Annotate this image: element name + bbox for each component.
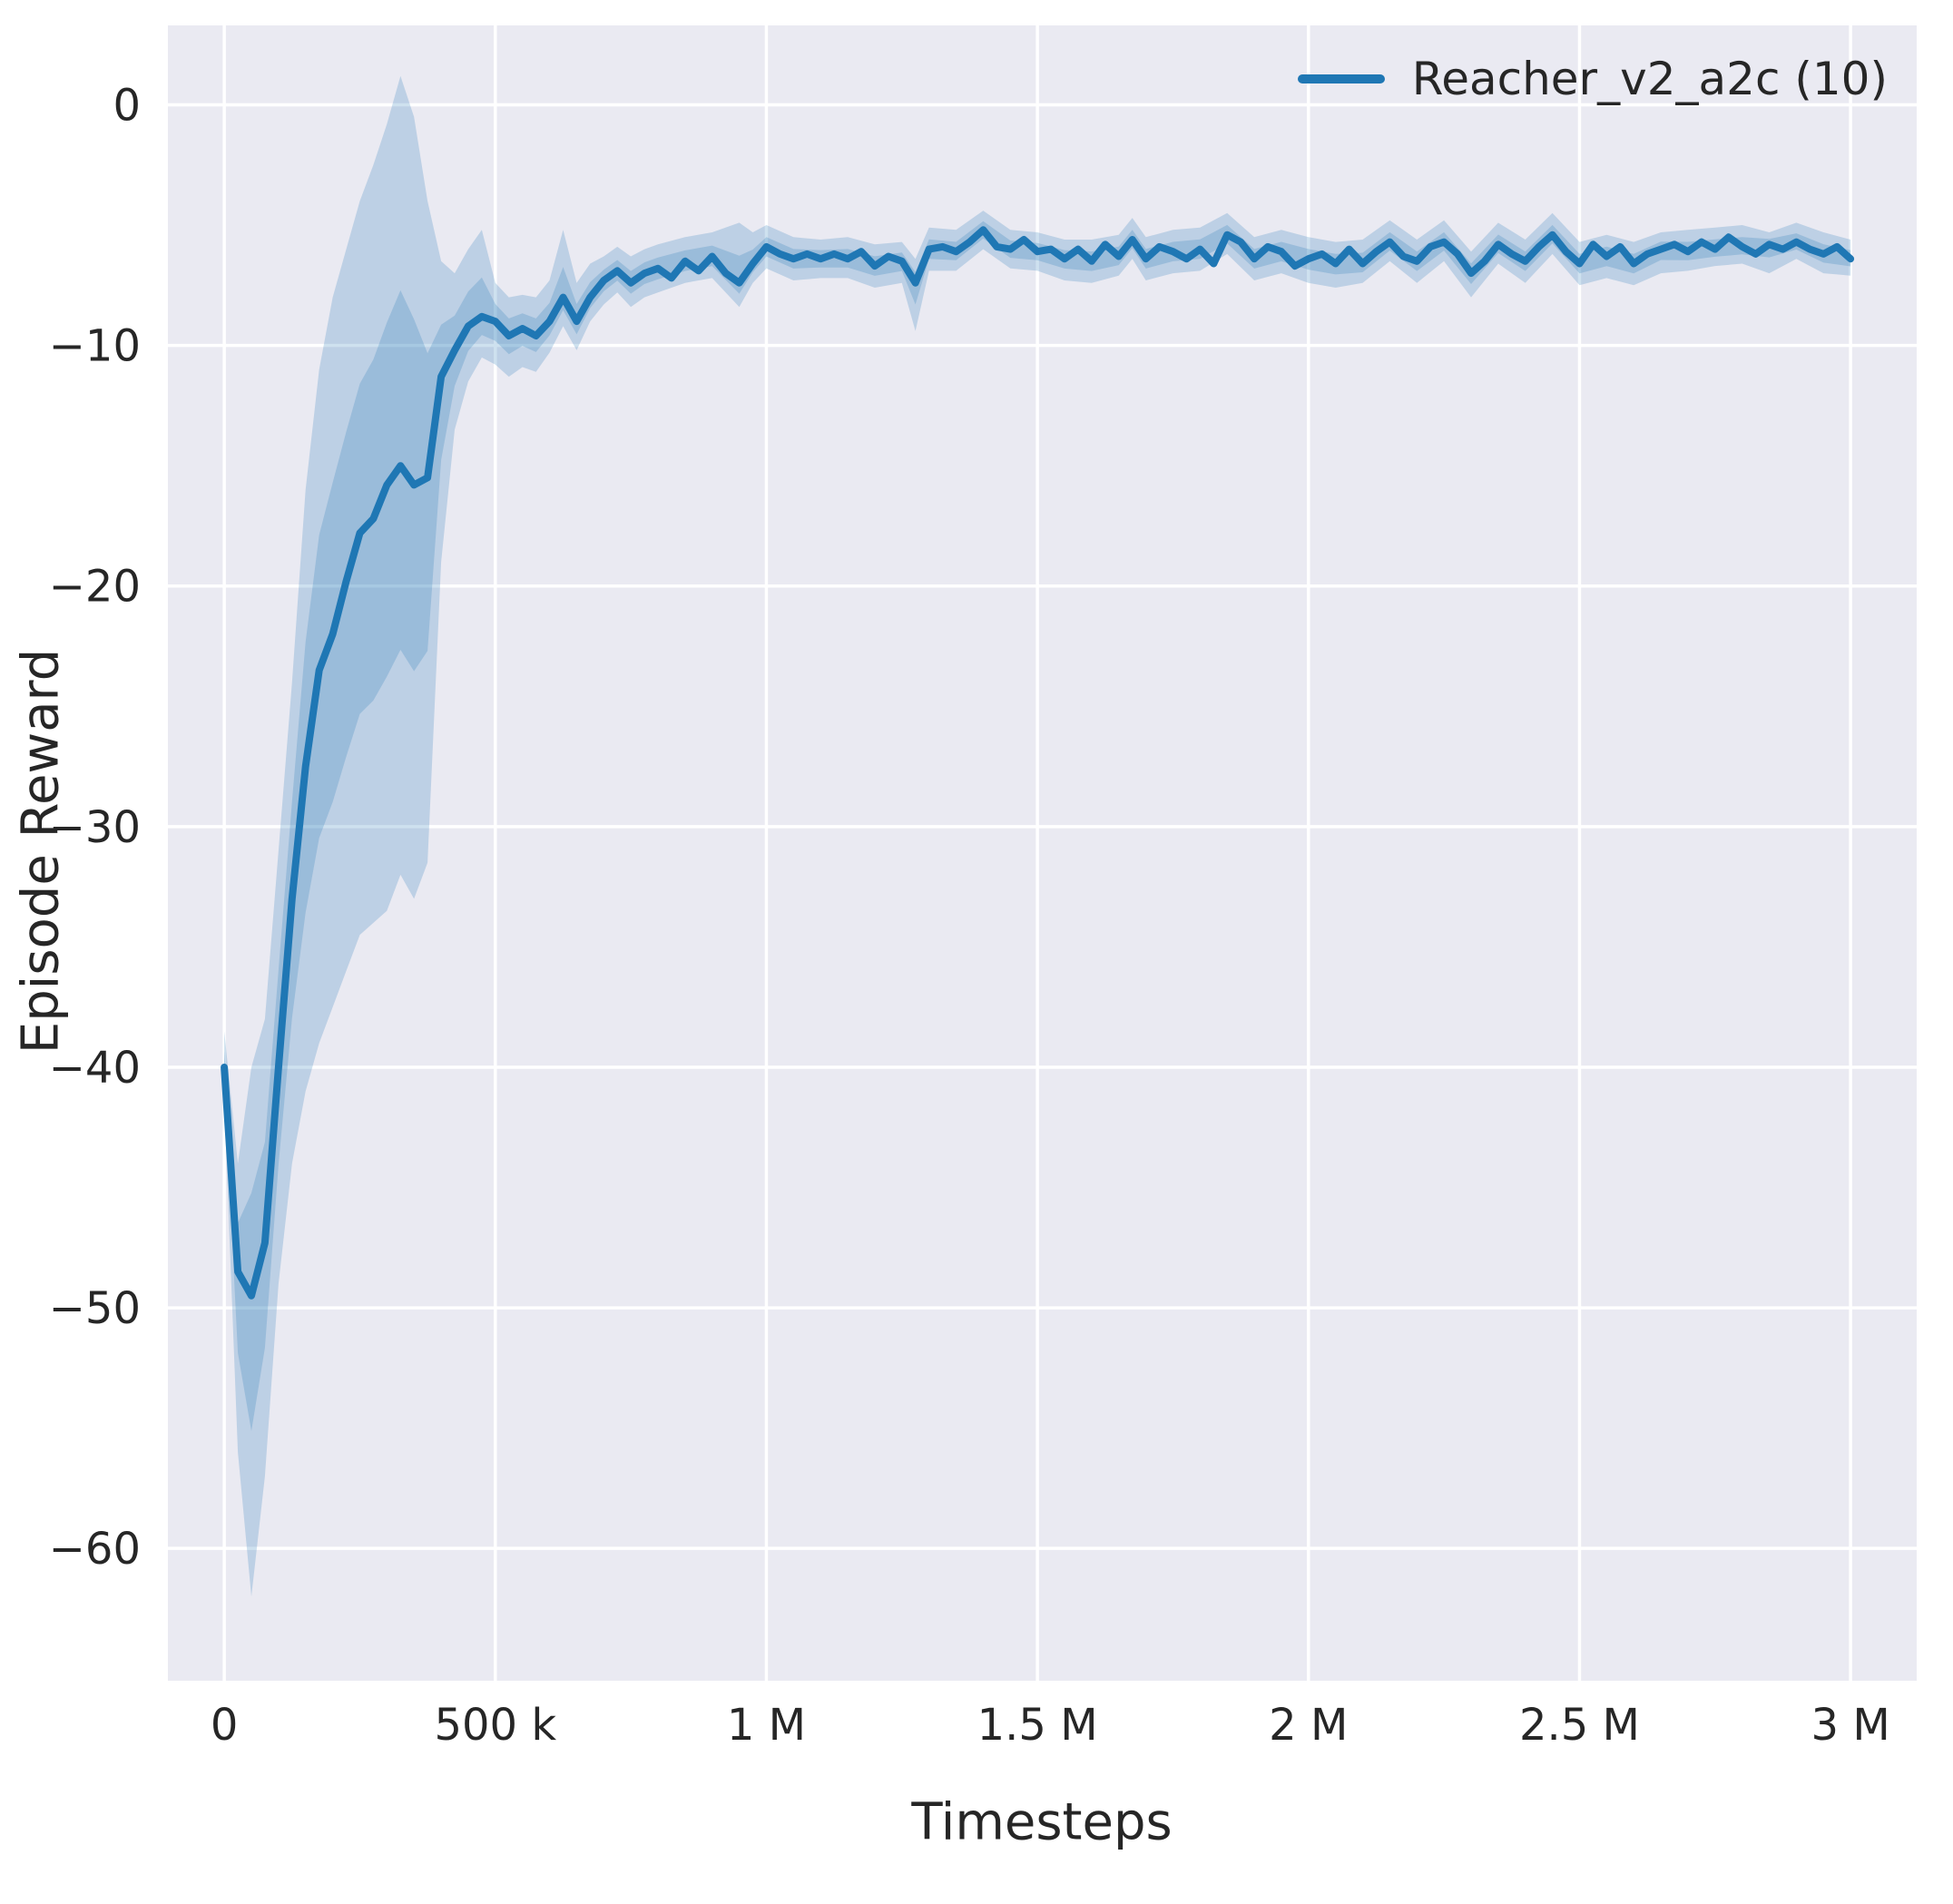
y-tick-label: 0 (113, 80, 141, 131)
y-tick-label: −10 (49, 321, 141, 372)
y-axis-label: Episode Reward (11, 648, 71, 1055)
legend-line-swatch (1297, 74, 1385, 83)
x-axis-label: Timesteps (911, 1792, 1173, 1852)
confidence-band-inner (224, 221, 1851, 1431)
y-tick-label: −50 (49, 1283, 141, 1334)
x-tick-label: 3 M (1811, 1700, 1890, 1751)
x-tick-label: 1 M (727, 1700, 806, 1751)
y-tick-label: −20 (49, 562, 141, 613)
confidence-band (224, 75, 1851, 1597)
y-tick-label: −30 (49, 802, 141, 853)
axes-background (168, 25, 1917, 1681)
x-tick-label: 0 (211, 1700, 239, 1751)
x-tick-label: 2 M (1269, 1700, 1348, 1751)
legend-label: Reacher_v2_a2c (10) (1411, 53, 1888, 105)
reward-line (221, 226, 1855, 1300)
x-tick-label: 1.5 M (977, 1700, 1098, 1751)
y-tick-label: −40 (49, 1043, 141, 1094)
y-tick-label: −60 (49, 1524, 141, 1575)
legend: Reacher_v2_a2c (10) (1297, 53, 1888, 105)
x-tick-label: 2.5 M (1519, 1700, 1640, 1751)
x-tick-label: 500 k (434, 1700, 556, 1751)
